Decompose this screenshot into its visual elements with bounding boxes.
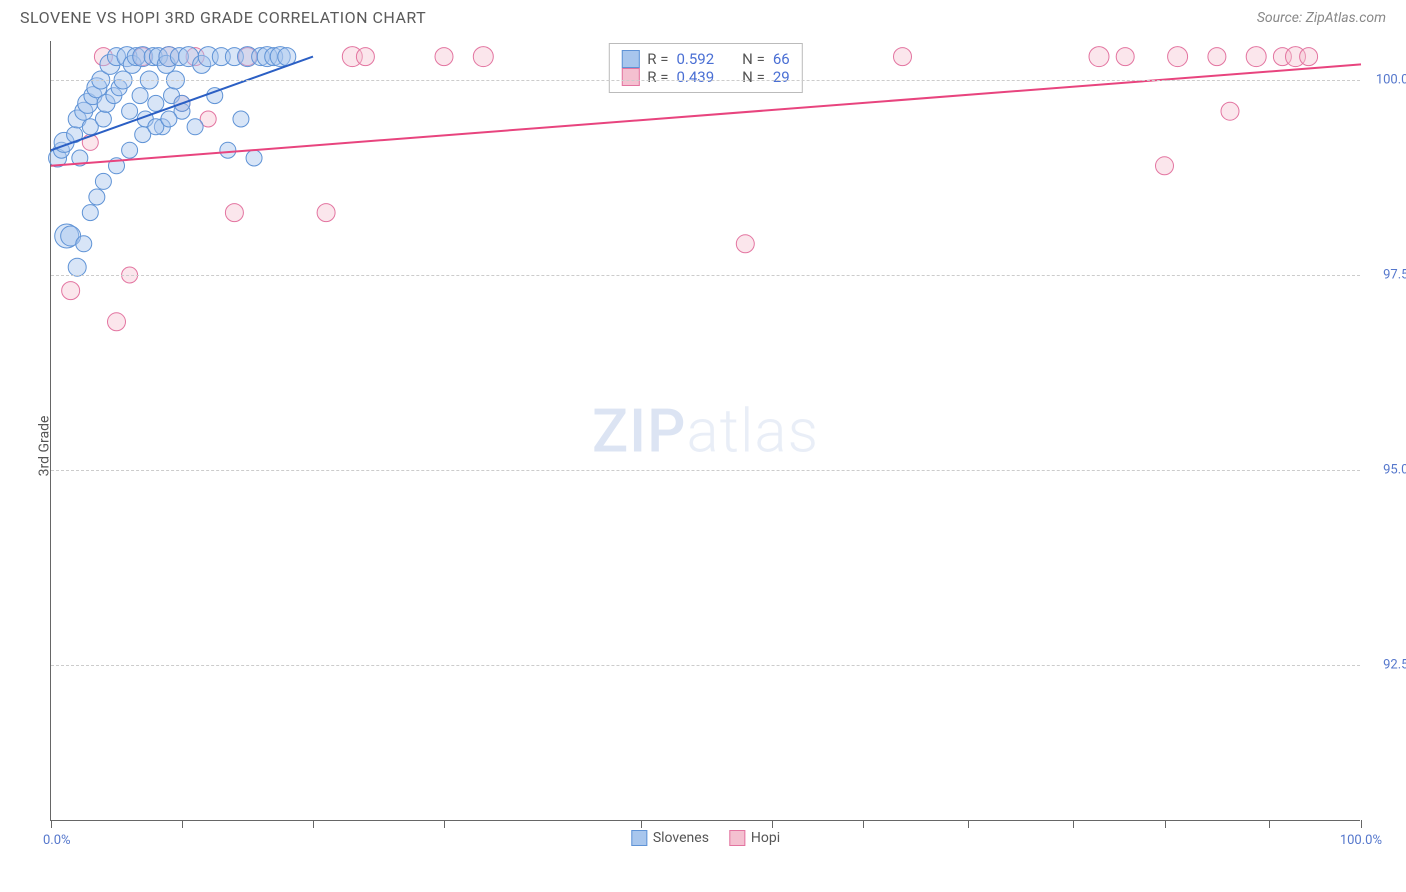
hopi-point [1300,48,1318,66]
legend-series: Slovenes Hopi [631,830,780,846]
gridline [51,470,1360,471]
x-axis-tick [313,820,314,828]
y-axis-tick-label: 92.5% [1383,658,1406,673]
hopi-point [1208,48,1226,66]
slovenes-point [122,142,138,158]
chart-header: SLOVENE VS HOPI 3RD GRADE CORRELATION CH… [0,0,1406,31]
chart-source: Source: ZipAtlas.com [1257,10,1386,26]
swatch-hopi-icon [621,68,639,86]
y-axis-tick-label: 97.5% [1383,268,1406,283]
hopi-point [1116,48,1134,66]
hopi-point [108,313,126,331]
slovenes-point [233,111,249,127]
hopi-point [1089,47,1109,67]
y-axis-tick-label: 100.0% [1376,73,1406,88]
hopi-point [356,48,374,66]
slovenes-point [82,205,98,221]
slovenes-point [132,88,148,104]
legend-stats-row-slovenes: R = 0.592 N = 66 [621,50,789,68]
x-axis-tick [182,820,183,828]
slovenes-point [122,103,138,119]
chart-plot-area: ZIPatlas R = 0.592 N = 66 R = 0.439 N = … [50,41,1360,821]
slovenes-point [187,119,203,135]
hopi-point [1168,47,1188,67]
scatter-svg [51,41,1360,820]
x-axis-tick [51,820,52,828]
x-axis-tick [772,820,773,828]
hopi-point [894,48,912,66]
legend-item-hopi: Hopi [729,830,780,846]
y-axis-tick-label: 95.0% [1383,463,1406,478]
swatch-slovenes-icon [621,50,639,68]
legend-item-slovenes: Slovenes [631,830,709,846]
slovenes-point [89,189,105,205]
slovenes-point [76,236,92,252]
hopi-point [1156,157,1174,175]
gridline [51,80,1360,81]
slovenes-point [220,142,236,158]
hopi-point [225,204,243,222]
x-axis-tick [1073,820,1074,828]
slovenes-point [68,258,86,276]
slovenes-point [148,95,164,111]
x-axis-label-min: 0.0% [43,833,71,848]
swatch-slovenes-icon [631,830,647,846]
x-axis-tick [1165,820,1166,828]
chart-title: SLOVENE VS HOPI 3RD GRADE CORRELATION CH… [20,8,426,27]
hopi-point [62,282,80,300]
slovenes-point [161,111,177,127]
x-axis-tick [641,820,642,828]
x-axis-label-max: 100.0% [1340,833,1382,848]
x-axis-tick [863,820,864,828]
hopi-point [317,204,335,222]
x-axis-tick [1361,820,1362,828]
hopi-point [736,235,754,253]
hopi-point [1246,47,1266,67]
hopi-point [473,47,493,67]
slovenes-point [246,150,262,166]
x-axis-tick [1269,820,1270,828]
hopi-point [435,48,453,66]
slovenes-point [95,111,111,127]
hopi-point [1221,102,1239,120]
slovenes-point [95,173,111,189]
gridline [51,665,1360,666]
x-axis-tick [968,820,969,828]
legend-stats: R = 0.592 N = 66 R = 0.439 N = 29 [608,43,802,93]
swatch-hopi-icon [729,830,745,846]
gridline [51,275,1360,276]
x-axis-tick [444,820,445,828]
legend-stats-row-hopi: R = 0.439 N = 29 [621,68,789,86]
